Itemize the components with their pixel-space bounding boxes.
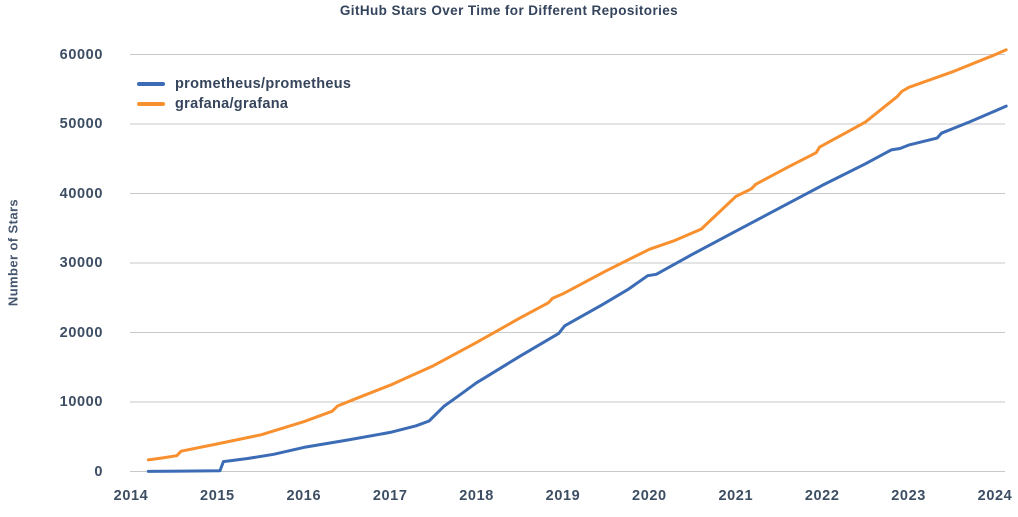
series-line-prometheus [146, 104, 1008, 473]
series-line-grafana [146, 48, 1008, 462]
gridlines [130, 54, 1005, 473]
series-lines [146, 48, 1008, 473]
y-tick-label: 10000 [59, 394, 103, 411]
legend-label-grafana: grafana/grafana [175, 96, 289, 112]
x-tick-label: 2014 [113, 488, 149, 504]
y-tick-label: 50000 [59, 116, 103, 133]
x-tick-label: 2015 [200, 488, 235, 504]
legend-item-grafana: grafana/grafana [137, 94, 351, 114]
legend: prometheus/prometheus grafana/grafana [137, 74, 351, 114]
x-tick-label: 2023 [891, 488, 926, 504]
y-tick-label: 60000 [59, 46, 103, 63]
x-tick-label: 2021 [718, 488, 754, 504]
y-tick-label: 30000 [59, 255, 103, 272]
x-tick-label: 2018 [459, 488, 494, 504]
y-tick-label: 0 [94, 463, 103, 480]
legend-swatch-prometheus [137, 81, 165, 87]
legend-swatch-grafana [137, 101, 165, 107]
x-tick-label: 2016 [286, 488, 322, 504]
y-tick-label: 20000 [59, 324, 103, 341]
x-tick-label: 2017 [372, 488, 408, 504]
legend-item-prometheus: prometheus/prometheus [137, 74, 351, 94]
x-tick-label: 2019 [545, 488, 581, 504]
y-tick-label: 40000 [59, 185, 103, 202]
legend-label-prometheus: prometheus/prometheus [175, 76, 352, 92]
x-tick-label: 2024 [977, 488, 1013, 504]
x-tick-label: 2022 [804, 488, 840, 504]
x-tick-label: 2020 [632, 488, 667, 504]
chart-title: GitHub Stars Over Time for Different Rep… [339, 3, 679, 18]
